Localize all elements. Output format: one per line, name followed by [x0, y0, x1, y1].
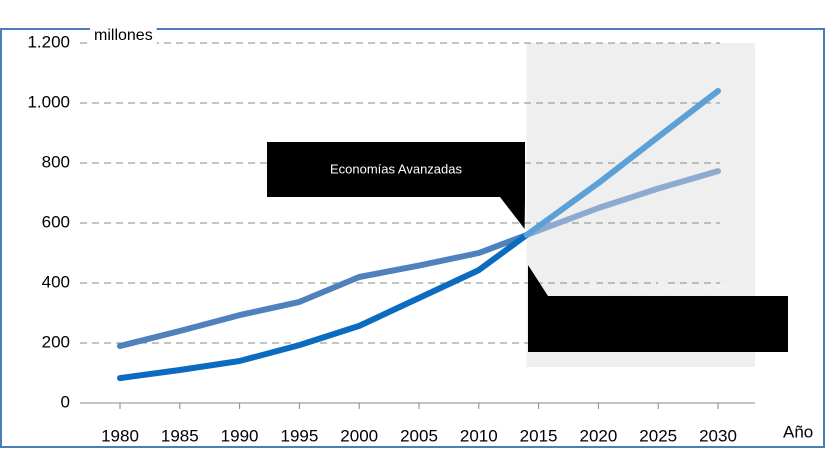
x-tick-label: 1990 [221, 426, 259, 445]
y-axis-label: millones [94, 27, 153, 44]
annotation-box [267, 142, 525, 229]
x-tick-label: 1995 [280, 426, 318, 445]
line [117, 232, 530, 349]
y-tick-label: 0 [61, 392, 70, 411]
x-tick-label: 2020 [579, 426, 617, 445]
projection-line [523, 168, 721, 238]
annotation: Economías Avanzadas [330, 161, 463, 176]
y-tick-label: 800 [42, 152, 70, 171]
x-axis-label: Año [783, 422, 813, 441]
label-bg [90, 27, 157, 47]
projection-line [523, 88, 721, 238]
x-tick-label: 2000 [340, 426, 378, 445]
x-tick-label: 1980 [101, 426, 139, 445]
y-tick-label: 1.200 [27, 32, 70, 51]
annotation: Economías Emergentes [589, 279, 728, 294]
line [117, 232, 530, 382]
y-tick-label: 200 [42, 332, 70, 351]
y-tick-label: 1.000 [27, 92, 70, 111]
y-tick-label: 600 [42, 212, 70, 231]
annotation-box [528, 265, 788, 352]
y-tick-label: 400 [42, 272, 70, 291]
x-tick-label: 2010 [460, 426, 498, 445]
x-tick-label: 2015 [520, 426, 558, 445]
x-tick-label: 2030 [699, 426, 737, 445]
x-tick-label: 2025 [639, 426, 677, 445]
x-tick-label: 1985 [161, 426, 199, 445]
frame [0, 28, 825, 448]
x-tick-label: 2005 [400, 426, 438, 445]
